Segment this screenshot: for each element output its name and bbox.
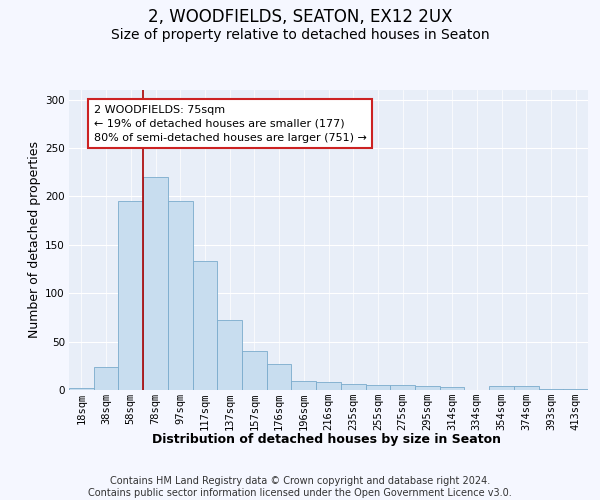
Y-axis label: Number of detached properties: Number of detached properties bbox=[28, 142, 41, 338]
Bar bbox=[217, 320, 242, 390]
Bar bbox=[341, 384, 365, 390]
Bar bbox=[365, 385, 390, 390]
Bar bbox=[94, 367, 118, 390]
Bar bbox=[292, 382, 316, 390]
Bar bbox=[489, 386, 514, 390]
Bar bbox=[563, 389, 588, 390]
Text: 2, WOODFIELDS, SEATON, EX12 2UX: 2, WOODFIELDS, SEATON, EX12 2UX bbox=[148, 8, 452, 26]
Text: 2 WOODFIELDS: 75sqm
← 19% of detached houses are smaller (177)
80% of semi-detac: 2 WOODFIELDS: 75sqm ← 19% of detached ho… bbox=[94, 104, 367, 142]
Text: Size of property relative to detached houses in Seaton: Size of property relative to detached ho… bbox=[110, 28, 490, 42]
Bar bbox=[168, 202, 193, 390]
Bar bbox=[267, 364, 292, 390]
Bar bbox=[69, 388, 94, 390]
Bar bbox=[514, 386, 539, 390]
Bar bbox=[118, 202, 143, 390]
Bar bbox=[415, 386, 440, 390]
Text: Contains HM Land Registry data © Crown copyright and database right 2024.
Contai: Contains HM Land Registry data © Crown c… bbox=[88, 476, 512, 498]
Text: Distribution of detached houses by size in Seaton: Distribution of detached houses by size … bbox=[152, 432, 502, 446]
Bar bbox=[539, 389, 563, 390]
Bar bbox=[440, 387, 464, 390]
Bar bbox=[193, 262, 217, 390]
Bar bbox=[242, 352, 267, 390]
Bar bbox=[390, 385, 415, 390]
Bar bbox=[316, 382, 341, 390]
Bar bbox=[143, 177, 168, 390]
